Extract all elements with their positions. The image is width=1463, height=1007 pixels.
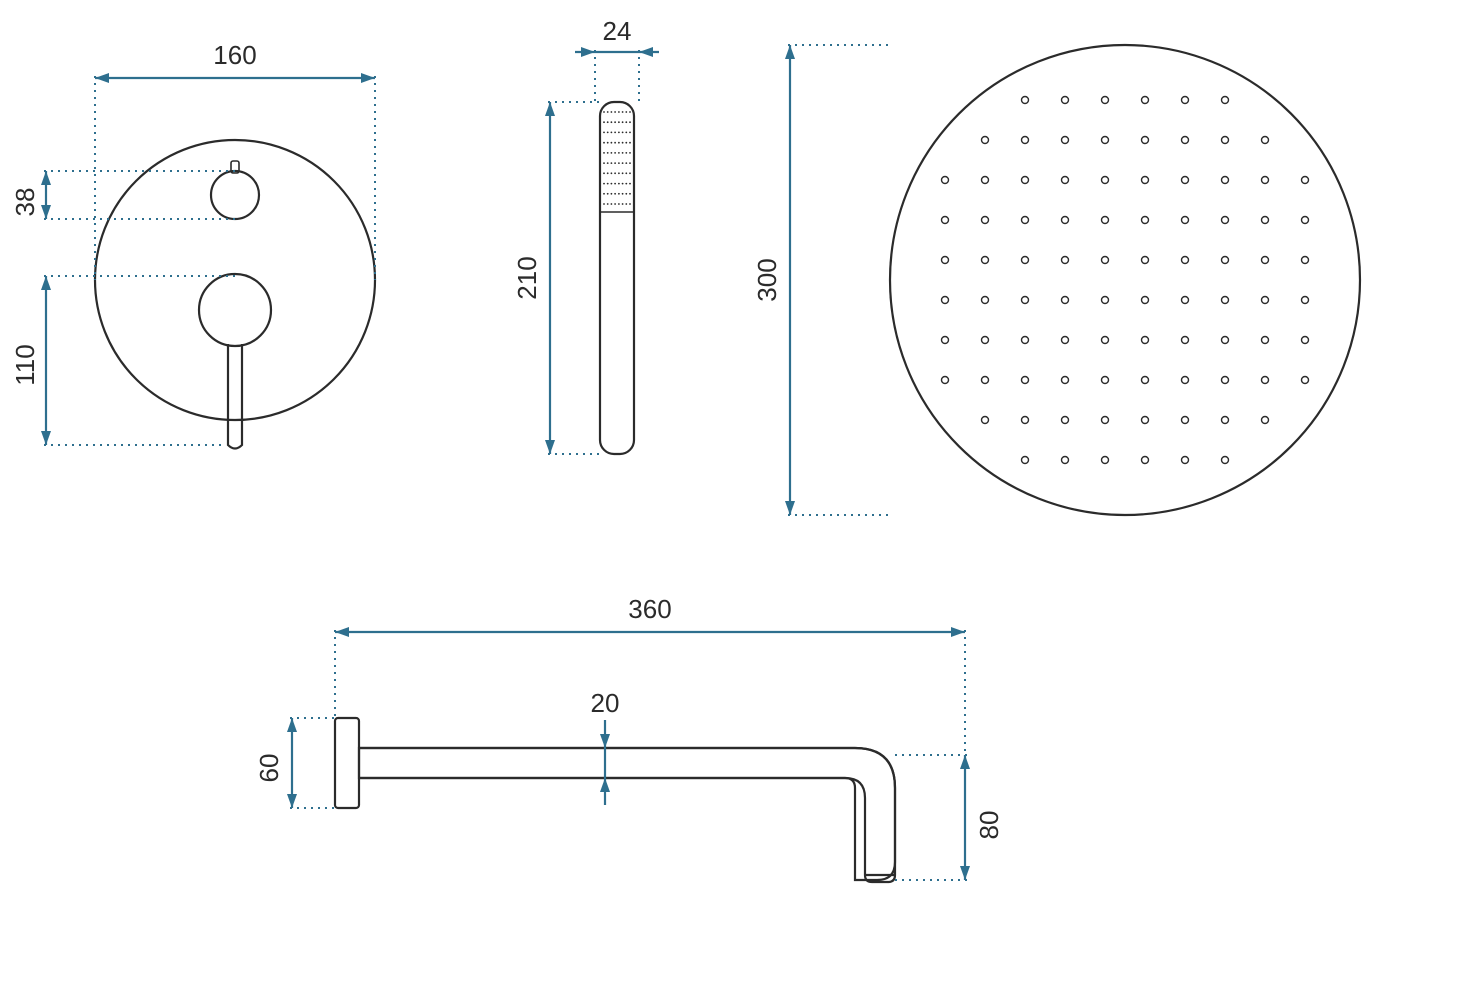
- dim-arm-length: 360: [628, 594, 671, 624]
- dim-arm-escutcheon: 60: [254, 754, 284, 783]
- dim-mixer-width: 160: [213, 40, 256, 70]
- dim-mixer-handle: 110: [10, 344, 40, 385]
- hand-shower-view: 24 210: [512, 16, 659, 454]
- technical-drawing-canvas: 160 38 110 24 210: [0, 0, 1463, 1007]
- dim-handshower-width: 24: [603, 16, 632, 46]
- shower-arm-view: 360 60 20 80: [254, 594, 1004, 882]
- dim-arm-drop: 80: [974, 811, 1004, 840]
- dim-mixer-knob: 38: [10, 188, 40, 217]
- shower-head-view: 300: [752, 45, 1360, 515]
- dim-handshower-length: 210: [512, 256, 542, 299]
- dim-arm-tube: 20: [591, 688, 620, 718]
- dim-showerhead-diameter: 300: [752, 258, 782, 301]
- mixer-plate-view: 160 38 110: [10, 40, 375, 449]
